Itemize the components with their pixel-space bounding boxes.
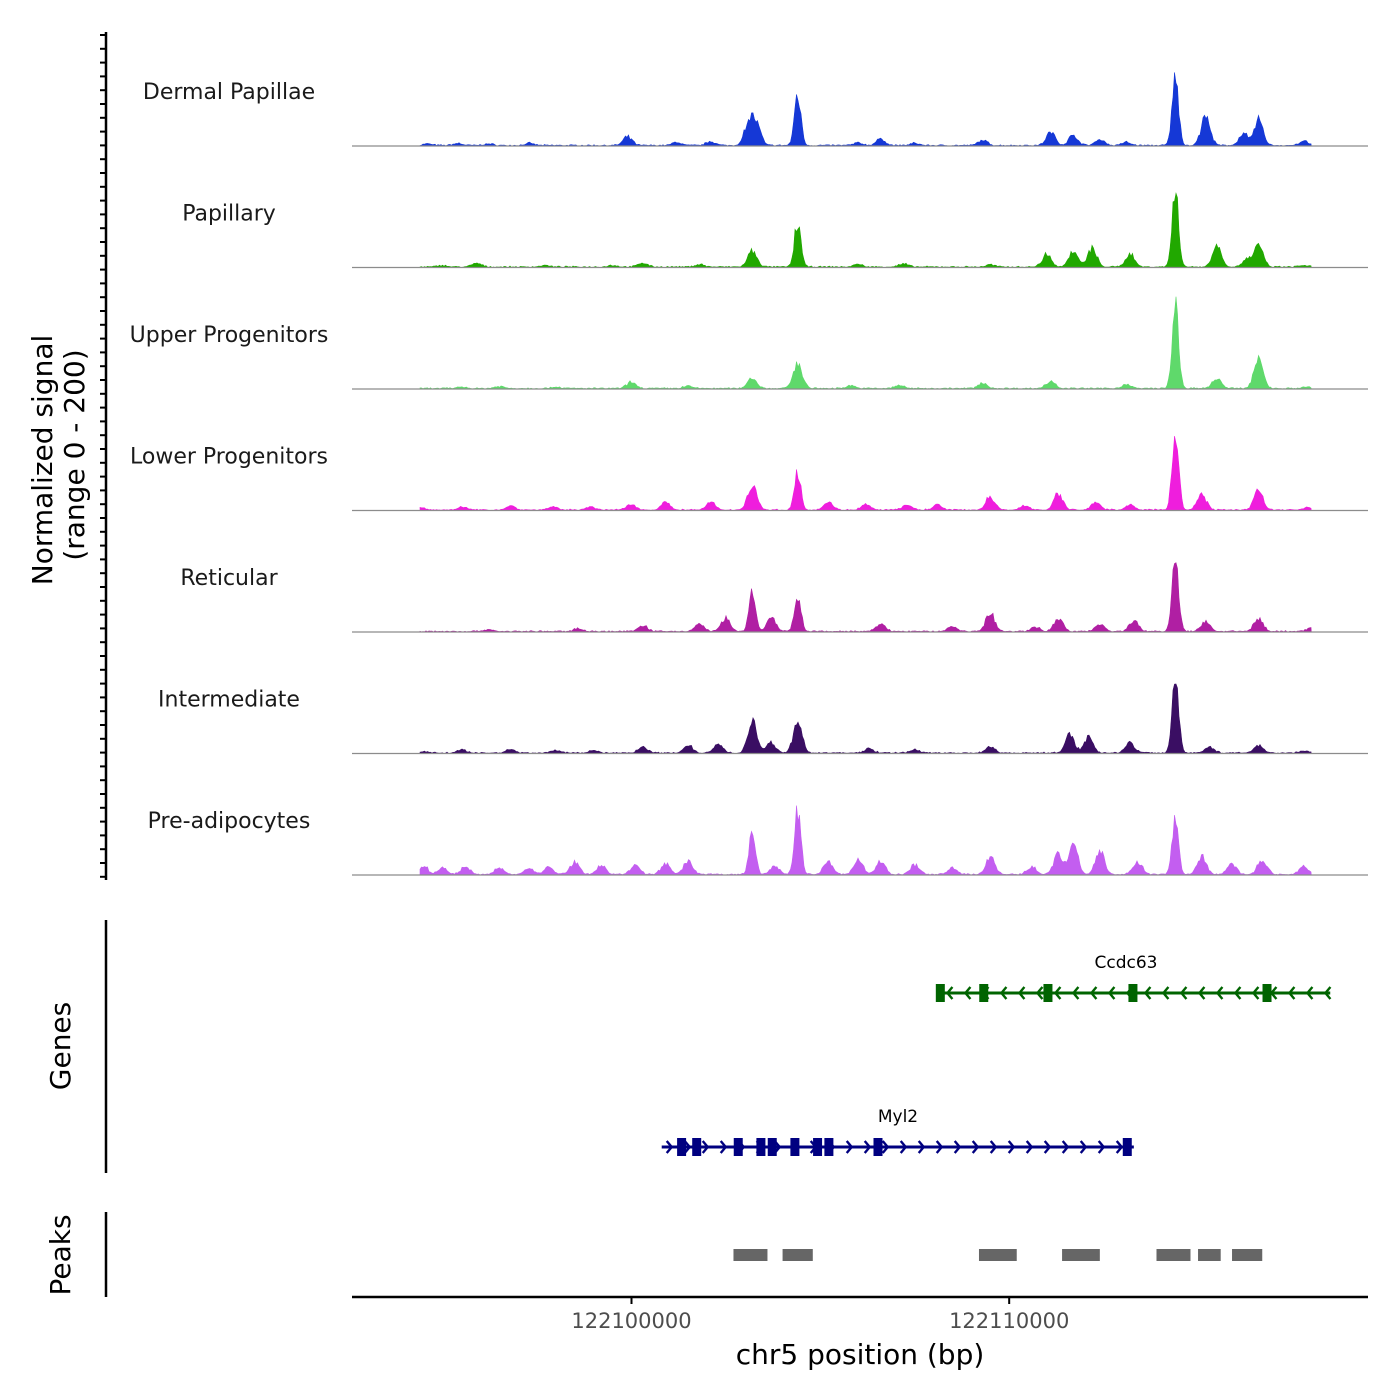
strand-arrow: [1179, 986, 1188, 1000]
track-lower-progenitors: Lower Progenitors: [130, 436, 1368, 512]
strand-arrow: [989, 1140, 998, 1154]
exon: [873, 1138, 883, 1156]
track-label: Reticular: [180, 566, 278, 591]
coverage-tracks: Dermal Papillae Papillary Upper Progenitor…: [100, 32, 1368, 880]
strand-arrow: [701, 1140, 710, 1154]
exon: [677, 1138, 687, 1156]
coverage-area: [419, 436, 1312, 511]
strand-arrow: [1035, 986, 1044, 1000]
peak-region: [782, 1249, 813, 1261]
strand-arrow: [1161, 986, 1170, 1000]
track-label: Papillary: [182, 202, 276, 227]
peak-region: [1156, 1249, 1191, 1261]
strand-arrow: [1305, 986, 1314, 1000]
strand-arrow: [945, 986, 954, 1000]
strand-arrow: [1215, 986, 1224, 1000]
y-axis-title: Normalized signal: [26, 335, 59, 586]
coverage-area: [419, 72, 1312, 147]
coverage-area: [419, 683, 1312, 754]
genes-panel: Ccdc63 Myl2: [104, 920, 1332, 1173]
exon: [790, 1138, 800, 1156]
strand-arrow: [845, 1140, 854, 1154]
strand-arrow: [1287, 986, 1296, 1000]
strand-arrow: [999, 986, 1008, 1000]
strand-arrow: [1043, 1140, 1052, 1154]
strand-arrow: [1071, 986, 1080, 1000]
track-label: Upper Progenitors: [130, 323, 329, 348]
exon: [1128, 984, 1138, 1002]
gene-label: Ccdc63: [1095, 953, 1158, 973]
strand-arrow: [1143, 986, 1152, 1000]
track-upper-progenitors: Upper Progenitors: [130, 296, 1368, 390]
track-label: Intermediate: [158, 688, 300, 713]
exon: [733, 1138, 743, 1156]
strand-arrow: [1079, 1140, 1088, 1154]
coverage-area: [419, 805, 1312, 876]
exon: [813, 1138, 823, 1156]
y-axis-range-label: (range 0 - 200): [58, 349, 91, 560]
coverage-area: [419, 296, 1312, 390]
x-axis-title: chr5 position (bp): [736, 1338, 985, 1371]
strand-arrow: [1097, 1140, 1106, 1154]
strand-arrow: [1017, 986, 1026, 1000]
peaks-panel-title: Peaks: [44, 1214, 77, 1295]
strand-arrow: [863, 1140, 872, 1154]
exon: [1262, 984, 1272, 1002]
coverage-area: [419, 562, 1312, 633]
x-tick-label: 122100000: [571, 1309, 691, 1333]
exon: [1122, 1138, 1132, 1156]
peak-region: [1062, 1249, 1100, 1261]
strand-arrow: [917, 1140, 926, 1154]
gene-label: Myl2: [878, 1107, 918, 1127]
x-tick-label: 122110000: [949, 1309, 1069, 1333]
strand-arrow: [1197, 986, 1206, 1000]
exon: [824, 1138, 834, 1156]
strand-arrow: [1323, 986, 1332, 1000]
strand-arrow: [683, 1140, 692, 1154]
coverage-area: [419, 192, 1312, 268]
exon: [979, 984, 989, 1002]
strand-arrow: [963, 986, 972, 1000]
track-reticular: Reticular: [180, 562, 1368, 633]
strand-arrow: [1251, 986, 1260, 1000]
exon: [767, 1138, 777, 1156]
track-label: Dermal Papillae: [143, 80, 315, 105]
strand-arrow: [953, 1140, 962, 1154]
track-pre-adipocytes: Pre-adipocytes: [148, 805, 1368, 876]
peak-region: [733, 1249, 768, 1261]
strand-arrow: [971, 1140, 980, 1154]
track-intermediate: Intermediate: [158, 683, 1368, 755]
peaks-panel: [104, 1212, 1263, 1297]
exon: [692, 1138, 702, 1156]
exon: [935, 984, 945, 1002]
strand-arrow: [935, 1140, 944, 1154]
strand-arrow: [1025, 1140, 1034, 1154]
strand-arrow: [1107, 986, 1116, 1000]
strand-arrow: [665, 1140, 674, 1154]
strand-arrow: [1233, 986, 1242, 1000]
strand-arrow: [1089, 986, 1098, 1000]
strand-arrow: [719, 1140, 728, 1154]
x-axis: 122100000 122110000: [352, 1295, 1368, 1333]
gene-ccdc63: Ccdc63: [935, 953, 1332, 1002]
strand-arrow: [1115, 1140, 1124, 1154]
strand-arrow: [881, 1140, 890, 1154]
strand-arrow: [1061, 1140, 1070, 1154]
peak-region: [1198, 1249, 1221, 1261]
peak-region: [1232, 1249, 1263, 1261]
exon: [756, 1138, 766, 1156]
track-papillary: Papillary: [182, 192, 1368, 269]
track-label: Pre-adipocytes: [148, 809, 311, 834]
track-label: Lower Progenitors: [130, 445, 328, 470]
peak-region: [978, 1249, 1017, 1261]
exon: [1043, 984, 1053, 1002]
genes-panel-title: Genes: [44, 1002, 77, 1090]
strand-arrow: [1007, 1140, 1016, 1154]
gene-myl2: Myl2: [661, 1107, 1134, 1156]
strand-arrow: [1053, 986, 1062, 1000]
track-dermal-papillae: Dermal Papillae: [143, 72, 1368, 147]
strand-arrow: [899, 1140, 908, 1154]
